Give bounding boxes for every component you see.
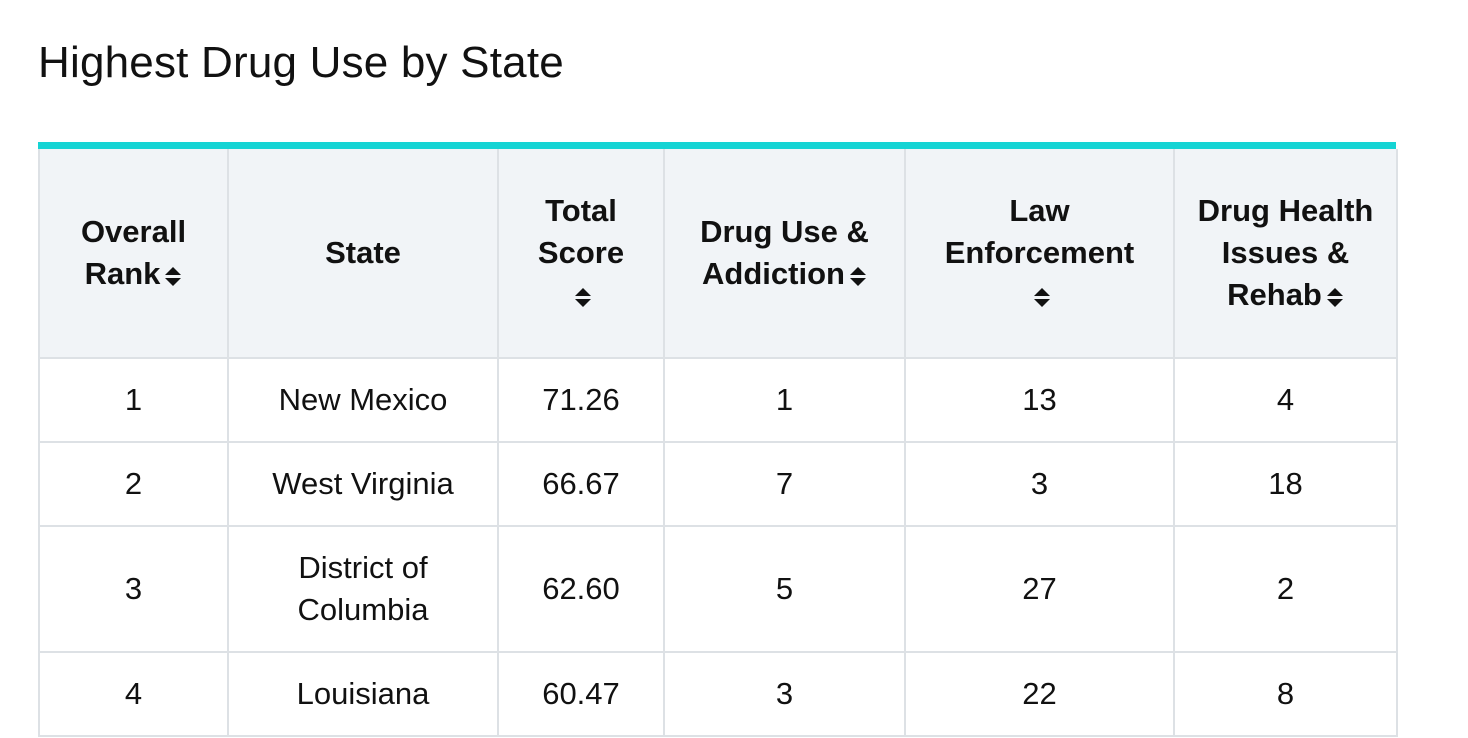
cell-drug-use-addiction: 3 [663,651,906,737]
cell-drug-use-addiction: 7 [663,441,906,527]
cell-law-enforcement: 27 [904,525,1175,653]
column-header-label: Drug Health Issues & Rehab [1197,193,1374,312]
cell-overall-rank: 1 [38,357,229,443]
column-header-label: Drug Use & Addiction [700,214,869,291]
cell-overall-rank: 4 [38,651,229,737]
cell-state: West Virginia [227,441,499,527]
cell-drug-health-issues-rehab: 2 [1173,525,1398,653]
column-header-law-enforcement[interactable]: Law Enforcement [904,149,1175,359]
cell-drug-health-issues-rehab: 4 [1173,357,1398,443]
cell-total-score: 66.67 [497,441,665,527]
column-header-total-score[interactable]: Total Score [497,149,665,359]
cell-law-enforcement: 3 [904,441,1175,527]
cell-drug-health-issues-rehab: 8 [1173,651,1398,737]
cell-state: New Mexico [227,357,499,443]
ranking-table: Overall Rank State Total Score Drug Use … [38,149,1398,737]
table-row: 1 New Mexico 71.26 1 13 4 [38,357,1398,443]
page-title: Highest Drug Use by State [38,38,564,87]
column-header-overall-rank[interactable]: Overall Rank [38,149,229,359]
cell-law-enforcement: 22 [904,651,1175,737]
table-container: Overall Rank State Total Score Drug Use … [38,142,1398,737]
table-header-row: Overall Rank State Total Score Drug Use … [38,149,1398,359]
cell-total-score: 71.26 [497,357,665,443]
sort-up-down-icon[interactable] [849,264,867,288]
cell-state: Louisiana [227,651,499,737]
sort-up-down-icon[interactable] [1033,285,1051,309]
cell-drug-health-issues-rehab: 18 [1173,441,1398,527]
sort-up-down-icon[interactable] [164,264,182,288]
cell-law-enforcement: 13 [904,357,1175,443]
column-header-drug-health-issues-rehab[interactable]: Drug Health Issues & Rehab [1173,149,1398,359]
column-header-state: State [227,149,499,359]
cell-drug-use-addiction: 5 [663,525,906,653]
cell-total-score: 62.60 [497,525,665,653]
column-header-label: Total Score [537,193,625,270]
table-row: 2 West Virginia 66.67 7 3 18 [38,441,1398,527]
column-header-label: Overall Rank [80,214,187,291]
cell-overall-rank: 2 [38,441,229,527]
cell-overall-rank: 3 [38,525,229,653]
sort-up-down-icon[interactable] [1326,285,1344,309]
cell-drug-use-addiction: 1 [663,357,906,443]
cell-total-score: 60.47 [497,651,665,737]
column-header-label: State [325,235,401,270]
table-row: 3 District of Columbia 62.60 5 27 2 [38,525,1398,653]
column-header-drug-use-addiction[interactable]: Drug Use & Addiction [663,149,906,359]
cell-state: District of Columbia [227,525,499,653]
table-row: 4 Louisiana 60.47 3 22 8 [38,651,1398,737]
column-header-label: Law Enforcement [944,193,1135,270]
sort-up-down-icon[interactable] [574,285,592,309]
